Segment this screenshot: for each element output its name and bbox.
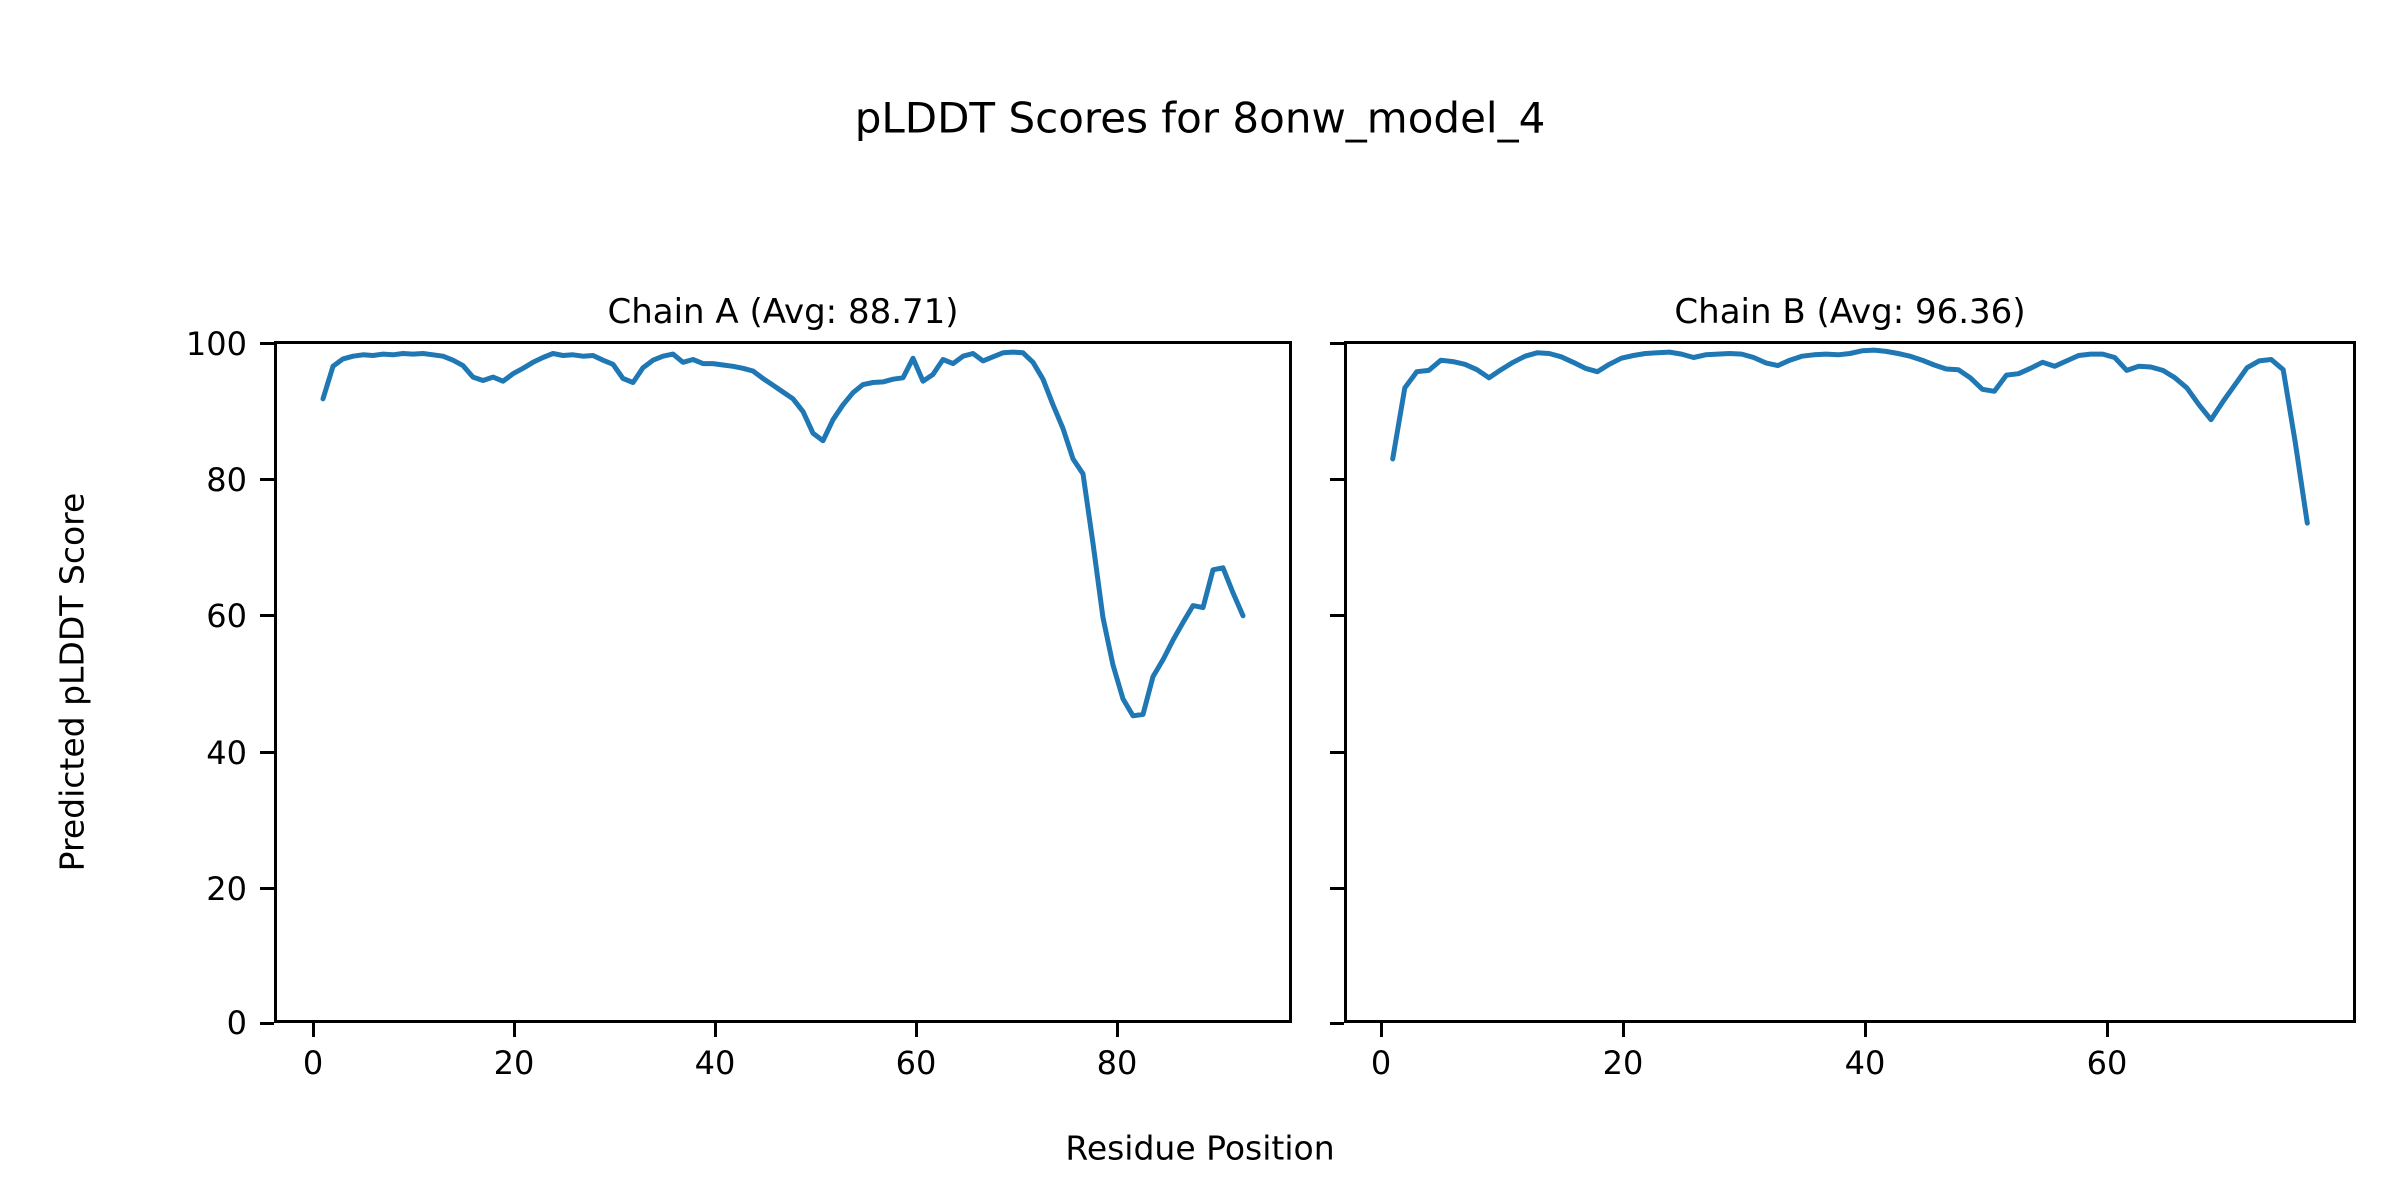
y-tick — [1330, 751, 1344, 754]
x-tick-label: 20 — [1602, 1044, 1644, 1082]
y-tick — [1330, 1022, 1344, 1025]
x-tick — [1622, 1023, 1625, 1037]
x-tick-label: 60 — [895, 1044, 937, 1082]
x-tick — [312, 1023, 315, 1037]
chain-a-line-series — [320, 349, 1246, 719]
y-tick-label: 100 — [185, 325, 247, 363]
x-tick-label: 0 — [302, 1044, 324, 1082]
y-tick-label: 80 — [206, 461, 247, 499]
y-tick — [1330, 887, 1344, 890]
y-tick — [260, 342, 274, 345]
x-axis-label: Residue Position — [1065, 1128, 1335, 1168]
x-tick — [1380, 1023, 1383, 1037]
y-tick-label: 60 — [206, 597, 247, 635]
chain-a-title: Chain A (Avg: 88.71) — [607, 292, 959, 332]
x-tick-label: 60 — [2086, 1044, 2128, 1082]
x-tick-label: 0 — [1370, 1044, 1392, 1082]
x-tick-label: 80 — [1096, 1044, 1138, 1082]
x-tick-label: 40 — [1844, 1044, 1886, 1082]
y-tick — [260, 1022, 274, 1025]
x-tick — [1116, 1023, 1119, 1037]
y-tick-label: 0 — [226, 1004, 247, 1042]
chain-b-plot: Chain B (Avg: 96.36) 0 20 40 60 — [1330, 292, 2356, 1082]
y-axis-label: Predicted pLDDT Score — [52, 492, 92, 872]
y-tick — [1330, 342, 1344, 345]
x-tick — [1864, 1023, 1867, 1037]
y-tick — [260, 751, 274, 754]
x-tick — [513, 1023, 516, 1037]
figure-title: pLDDT Scores for 8onw_model_4 — [854, 93, 1546, 143]
x-tick-label: 20 — [493, 1044, 535, 1082]
x-tick-label: 40 — [694, 1044, 736, 1082]
y-tick-label: 20 — [206, 870, 247, 908]
y-tick — [260, 478, 274, 481]
chain-b-title: Chain B (Avg: 96.36) — [1674, 292, 2026, 332]
y-tick — [260, 614, 274, 617]
x-tick — [714, 1023, 717, 1037]
x-tick — [915, 1023, 918, 1037]
y-tick — [260, 887, 274, 890]
y-tick-label: 40 — [206, 734, 247, 772]
x-tick — [2106, 1023, 2109, 1037]
y-tick — [1330, 478, 1344, 481]
chain-a-plot: Chain A (Avg: 88.71) 0 20 40 60 80 100 8… — [186, 292, 1292, 1082]
chain-b-line-series — [1390, 347, 2310, 526]
y-tick — [1330, 614, 1344, 617]
